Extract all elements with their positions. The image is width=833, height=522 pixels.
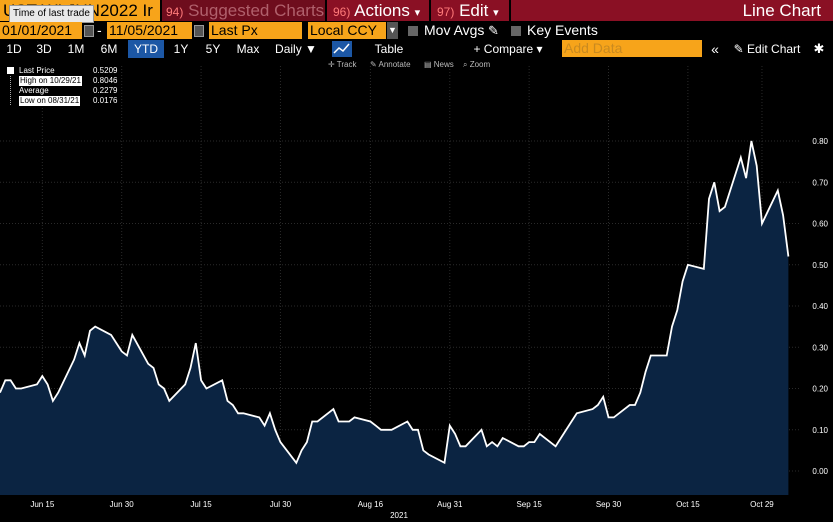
key-events-checkbox[interactable] xyxy=(511,26,521,36)
x-tick-label: Sep 30 xyxy=(596,500,622,509)
chart-legend: Last Price 0.5209 High on 10/29/21 0.8046 Av… xyxy=(7,66,122,108)
y-tick-label: 0.40 xyxy=(812,302,828,311)
price-line xyxy=(0,140,790,465)
legend-value: 0.5209 xyxy=(93,66,118,75)
x-tick-label: Aug 31 xyxy=(437,500,463,509)
y-tick-label: 0.00 xyxy=(812,467,828,476)
menu-number: 97) xyxy=(437,5,455,19)
calendar-icon[interactable] xyxy=(194,25,204,37)
menu-label: Edit xyxy=(459,1,489,20)
x-tick-label: Jun 30 xyxy=(110,500,135,509)
title-bar: UST WI JUN2022 Ir Time of last trade 94)… xyxy=(0,0,833,23)
annotate-tool[interactable]: ✎ Annotate xyxy=(370,59,411,71)
y-axis: 0.00 0.10 0.20 0.30 0.40 0.50 0.60 0.70 0.80 xyxy=(812,137,828,476)
y-tick-label: 0.60 xyxy=(812,220,828,229)
pencil-icon[interactable]: ✎ xyxy=(488,23,499,38)
table-button[interactable]: Table xyxy=(374,42,404,56)
x-axis: Jun 15 Jun 30 Jul 15 Jul 30 Aug 16 Aug 31 Sep … xyxy=(30,500,774,520)
x-tick-label: Jun 15 xyxy=(30,500,55,509)
period-1y[interactable]: 1Y xyxy=(173,42,189,56)
price-chart[interactable]: 0.00 0.10 0.20 0.30 0.40 0.50 0.60 0.70 0.80 Jun… xyxy=(0,58,833,522)
start-date-field[interactable]: 01/01/2021 xyxy=(0,22,82,39)
legend-marker-icon xyxy=(10,76,15,85)
currency-select[interactable]: Local CCY xyxy=(308,22,386,39)
legend-item: Average 0.2279 xyxy=(7,86,122,96)
y-tick-label: 0.50 xyxy=(812,261,828,270)
collapse-icon[interactable]: « xyxy=(711,41,719,57)
compare-button[interactable]: + Compare ▾ xyxy=(473,42,543,56)
mov-avgs-label: Mov Avgs xyxy=(424,22,485,38)
menu-number: 96) xyxy=(333,5,351,19)
edit-chart-button[interactable]: ✎ Edit Chart xyxy=(733,42,801,56)
last-trade-tooltip: Time of last trade xyxy=(9,5,94,23)
legend-item: Low on 08/31/21 0.0176 xyxy=(7,96,122,106)
zoom-tool[interactable]: ⌕ Zoom xyxy=(463,59,490,71)
y-tick-label: 0.80 xyxy=(812,137,828,146)
legend-label: Last Price xyxy=(19,66,55,75)
pencil-icon: ✎ xyxy=(370,60,379,69)
legend-label: Low on 08/31/21 xyxy=(19,96,81,106)
menu-label: Actions xyxy=(354,1,410,20)
period-6m[interactable]: 6M xyxy=(100,42,118,56)
actions-menu[interactable]: 96) Actions ▾ xyxy=(327,0,429,21)
legend-label: Average xyxy=(19,86,49,95)
period-ytd[interactable]: YTD xyxy=(128,40,164,58)
key-events-label: Key Events xyxy=(527,22,598,38)
x-tick-label: Oct 29 xyxy=(750,500,774,509)
y-tick-label: 0.20 xyxy=(812,385,828,394)
price-field-select[interactable]: Last Px xyxy=(209,22,302,39)
legend-item: Last Price 0.5209 xyxy=(7,66,122,76)
x-tick-label: Oct 15 xyxy=(676,500,700,509)
edit-menu[interactable]: 97) Edit ▾ xyxy=(431,0,509,21)
period-max[interactable]: Max xyxy=(236,42,260,56)
tool-label: Zoom xyxy=(469,60,491,69)
frequency-select[interactable]: Daily ▼ xyxy=(275,42,317,56)
news-icon: ▤ xyxy=(424,60,434,69)
tool-label: News xyxy=(433,60,454,69)
period-1d[interactable]: 1D xyxy=(6,42,22,56)
legend-marker-icon xyxy=(10,96,15,105)
chevron-down-icon: ▾ xyxy=(414,7,421,19)
x-tick-label: Jul 15 xyxy=(190,500,212,509)
legend-item: High on 10/29/21 0.8046 xyxy=(7,76,122,86)
calendar-icon[interactable] xyxy=(84,25,94,37)
x-year-label: 2021 xyxy=(390,511,408,520)
y-tick-label: 0.30 xyxy=(812,343,828,352)
y-tick-label: 0.70 xyxy=(812,178,828,187)
tool-label: Track xyxy=(336,60,357,69)
y-tick-label: 0.10 xyxy=(812,426,828,435)
x-tick-label: Aug 16 xyxy=(358,500,384,509)
settings-icon[interactable]: ✱ xyxy=(813,41,825,56)
chevron-down-icon[interactable]: ▼ xyxy=(387,22,398,39)
menu-number: 94) xyxy=(166,5,184,19)
x-tick-label: Jul 30 xyxy=(270,500,292,509)
zoom-icon: ⌕ xyxy=(463,60,470,69)
line-chart-icon[interactable] xyxy=(330,40,354,58)
legend-value: 0.2279 xyxy=(93,86,118,95)
period-1m[interactable]: 1M xyxy=(67,42,85,56)
x-tick-label: Sep 15 xyxy=(516,500,542,509)
chevron-down-icon: ▾ xyxy=(493,7,499,19)
window-title: Line Chart xyxy=(511,0,833,21)
period-5y[interactable]: 5Y xyxy=(205,42,221,56)
mov-avgs-checkbox[interactable] xyxy=(408,26,418,36)
legend-value: 0.0176 xyxy=(93,96,118,105)
add-data-input[interactable]: Add Data xyxy=(562,40,702,57)
price-area xyxy=(0,141,789,495)
track-tool[interactable]: ✛ Track xyxy=(328,59,356,71)
legend-marker-icon xyxy=(10,86,15,95)
menu-label: Suggested Charts xyxy=(188,1,325,20)
tool-label: Annotate xyxy=(378,60,411,69)
news-tool[interactable]: ▤ News xyxy=(424,59,454,71)
crosshair-icon: ✛ xyxy=(328,60,337,69)
end-date-field[interactable]: 11/05/2021 xyxy=(107,22,192,39)
legend-label: High on 10/29/21 xyxy=(19,76,82,86)
date-separator: - xyxy=(97,22,102,38)
legend-swatch xyxy=(7,67,14,74)
suggested-charts-menu[interactable]: 94) Suggested Charts xyxy=(162,0,325,21)
period-3d[interactable]: 3D xyxy=(36,42,52,56)
legend-value: 0.8046 xyxy=(93,76,118,85)
